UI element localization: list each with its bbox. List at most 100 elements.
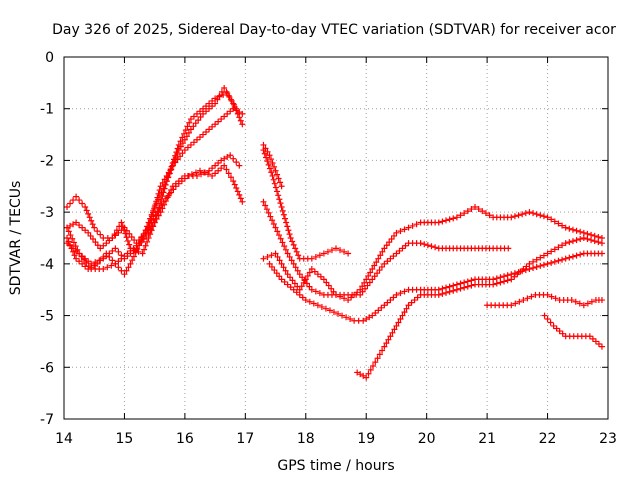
data-point (146, 222, 153, 229)
data-point (508, 276, 515, 283)
data-point (472, 203, 479, 210)
data-point (533, 256, 540, 263)
data-point (79, 224, 86, 231)
data-point (206, 100, 213, 107)
data-point (237, 117, 244, 124)
data-point (118, 267, 125, 274)
data-point (265, 161, 272, 168)
data-point (278, 183, 285, 190)
data-point (278, 260, 285, 267)
data-point (225, 170, 232, 177)
data-point (266, 152, 273, 159)
data-point (541, 312, 548, 319)
data-point (550, 322, 557, 329)
data-point (588, 237, 595, 244)
data-point (284, 271, 291, 278)
data-point (296, 291, 303, 298)
data-point (439, 290, 446, 297)
data-point (266, 165, 273, 172)
data-point (287, 274, 294, 281)
data-point (193, 110, 200, 117)
data-point (277, 179, 284, 186)
data-point (148, 219, 155, 226)
data-point (475, 206, 482, 213)
data-point (520, 266, 527, 273)
data-point (187, 141, 194, 148)
data-point (138, 236, 145, 243)
data-point (221, 162, 228, 169)
data-point (206, 105, 213, 112)
data-point (260, 198, 267, 205)
data-point (311, 268, 318, 275)
data-point (479, 208, 486, 215)
data-point (393, 250, 400, 257)
data-point (450, 287, 457, 294)
data-point (209, 123, 216, 130)
data-point (270, 176, 277, 183)
data-point (378, 263, 385, 270)
data-point (163, 172, 170, 179)
data-point (547, 319, 554, 326)
data-point (365, 272, 372, 279)
data-point (82, 227, 89, 234)
data-point (511, 213, 518, 220)
data-point (359, 288, 366, 295)
data-point (320, 250, 327, 257)
data-point (115, 248, 122, 255)
data-point (403, 305, 410, 312)
data-point (389, 329, 396, 336)
data-point (450, 282, 457, 289)
data-point (397, 290, 404, 297)
data-point (282, 215, 288, 222)
data-point (85, 229, 92, 236)
data-point (493, 280, 500, 287)
data-point (184, 144, 191, 151)
data-point (530, 264, 537, 271)
data-point (136, 240, 143, 247)
data-point (74, 246, 81, 253)
data-point (562, 224, 569, 231)
data-point (174, 156, 181, 163)
data-point (577, 228, 584, 235)
data-point (106, 250, 113, 257)
data-point (379, 248, 386, 255)
data-point (569, 253, 576, 260)
data-point (559, 330, 566, 337)
data-point (450, 215, 457, 222)
data-point (312, 253, 319, 260)
data-point (453, 214, 460, 221)
data-point (393, 322, 400, 329)
data-point (64, 235, 71, 241)
data-point (188, 171, 195, 178)
data-point (268, 252, 275, 259)
data-point (209, 172, 216, 179)
data-point (387, 297, 394, 304)
data-point (70, 239, 77, 246)
data-point (195, 117, 202, 124)
x-tick-label: 18 (297, 431, 315, 447)
data-point (598, 343, 605, 350)
data-point (178, 178, 185, 185)
data-point (372, 359, 379, 366)
data-point (516, 298, 523, 305)
data-point (181, 147, 188, 154)
data-point (421, 241, 428, 248)
data-point (366, 314, 373, 321)
data-point (443, 284, 450, 291)
data-point (363, 276, 370, 283)
data-point (377, 252, 384, 259)
data-point (555, 257, 562, 264)
data-point (298, 283, 305, 290)
data-point (385, 336, 392, 343)
data-point (281, 243, 288, 250)
data-point (572, 298, 579, 305)
data-point (121, 224, 128, 231)
data-point (109, 235, 116, 241)
data-point (106, 237, 113, 244)
data-point (274, 253, 281, 260)
data-point (133, 242, 140, 249)
data-point (157, 183, 164, 190)
data-point (118, 219, 125, 226)
data-point (160, 189, 167, 196)
data-point (314, 271, 321, 278)
